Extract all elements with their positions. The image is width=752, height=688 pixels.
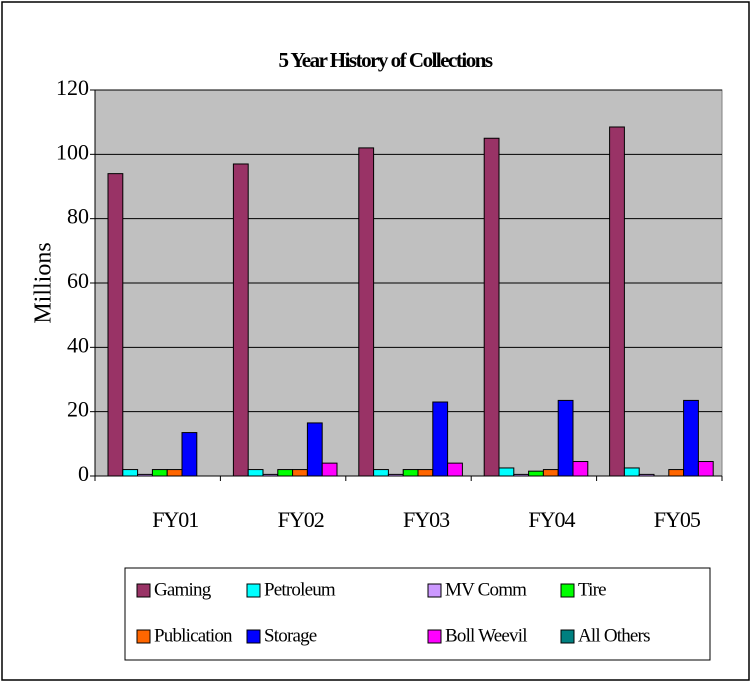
- bar: [542, 469, 559, 477]
- y-tick-label: 20: [67, 397, 89, 422]
- bar: [447, 462, 463, 477]
- legend-swatch: [246, 583, 261, 598]
- bar: [528, 470, 544, 477]
- y-tick-label: 80: [67, 204, 89, 229]
- legend: [124, 567, 711, 661]
- bar: [321, 462, 338, 477]
- legend-label: Gaming: [154, 579, 212, 600]
- legend-label: MV Comm: [445, 579, 527, 600]
- y-tick-label: 0: [78, 461, 89, 486]
- bar: [668, 469, 685, 477]
- bar: [402, 469, 419, 477]
- bar: [122, 469, 139, 477]
- bar: [277, 469, 294, 477]
- legend-label: Boll Weevil: [445, 625, 527, 646]
- y-tick-label: 40: [67, 332, 89, 357]
- chart-title: 5 Year History of Collections: [278, 48, 492, 72]
- bar: [572, 461, 589, 477]
- legend-label: Publication: [154, 625, 233, 646]
- bar: [697, 461, 714, 477]
- legend-swatch: [560, 583, 575, 598]
- bar: [166, 469, 183, 477]
- bar: [247, 469, 264, 477]
- legend-swatch: [427, 583, 442, 598]
- bar: [683, 399, 699, 477]
- bar: [292, 469, 308, 477]
- x-tick-label: FY05: [654, 507, 701, 532]
- bar: [107, 173, 124, 477]
- legend-swatch: [427, 629, 442, 644]
- legend-label: Tire: [578, 579, 606, 600]
- legend-label: All Others: [578, 625, 650, 646]
- bar: [557, 399, 574, 477]
- x-tick-label: FY03: [403, 507, 450, 532]
- bar: [483, 137, 500, 477]
- y-tick-label: 120: [56, 75, 89, 100]
- bar: [373, 469, 389, 477]
- legend-swatch: [246, 629, 261, 644]
- legend-label: Storage: [264, 625, 317, 646]
- x-tick-label: FY02: [278, 507, 324, 532]
- bar: [232, 163, 249, 477]
- bar: [417, 469, 434, 477]
- bar: [306, 422, 323, 477]
- bar: [498, 467, 515, 477]
- y-axis-label: Millions: [31, 242, 57, 323]
- bar: [358, 147, 375, 477]
- bar: [151, 469, 168, 477]
- x-tick-label: FY04: [528, 507, 575, 532]
- bar: [432, 401, 449, 477]
- legend-swatch: [136, 629, 151, 644]
- bar: [181, 432, 198, 477]
- bar: [609, 126, 625, 477]
- y-tick-label: 100: [56, 139, 89, 164]
- x-tick-label: FY01: [152, 507, 198, 532]
- legend-swatch: [136, 583, 151, 598]
- y-tick-label: 60: [67, 268, 89, 293]
- bar: [623, 467, 640, 477]
- legend-label: Petroleum: [264, 579, 336, 600]
- legend-swatch: [560, 629, 575, 644]
